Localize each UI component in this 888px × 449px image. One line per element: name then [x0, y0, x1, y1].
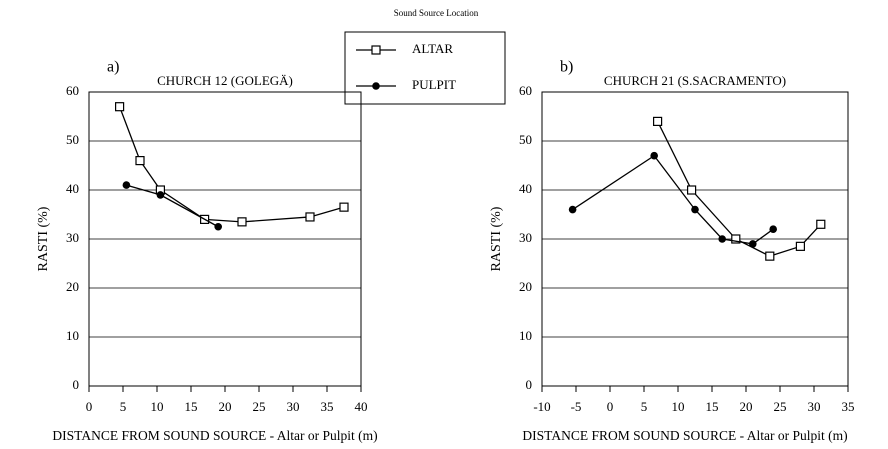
legend-label: PULPIT — [412, 77, 456, 92]
marker — [749, 240, 757, 248]
series-line — [572, 154, 774, 245]
marker — [568, 205, 577, 214]
y-tick-label: 40 — [66, 181, 79, 196]
legend-marker — [372, 82, 380, 90]
x-tick-label: 20 — [219, 399, 232, 414]
x-tick-label: 0 — [86, 399, 93, 414]
marker — [652, 116, 663, 127]
y-tick-label: 20 — [519, 279, 532, 294]
x-tick-label: 5 — [120, 399, 127, 414]
legend-marker — [371, 45, 381, 55]
panel-label: a) — [107, 59, 119, 76]
y-tick-label: 30 — [66, 230, 79, 245]
marker — [795, 241, 806, 251]
marker — [122, 181, 131, 189]
marker — [305, 212, 315, 222]
x-tick-label: 10 — [151, 399, 164, 414]
marker — [765, 251, 775, 261]
chart-title: CHURCH 12 (GOLEGÄ) — [157, 73, 293, 88]
y-tick-label: 0 — [73, 377, 80, 392]
x-tick-label: 25 — [253, 399, 266, 414]
plot-frame — [541, 91, 849, 387]
y-axis-label: RASTI (%) — [36, 206, 51, 271]
x-tick-label: 20 — [740, 399, 753, 414]
y-tick-label: 10 — [519, 328, 532, 343]
marker — [769, 225, 777, 233]
series-line — [118, 106, 345, 223]
marker — [135, 156, 145, 166]
y-axis-label: RASTI (%) — [489, 206, 504, 271]
legend-title: Sound Source Location — [394, 8, 479, 18]
y-tick-label: 60 — [519, 83, 532, 98]
panel-label: b) — [560, 59, 573, 76]
legend-label: ALTAR — [412, 41, 453, 56]
marker — [650, 151, 658, 160]
marker — [718, 235, 726, 243]
plot-frame — [88, 91, 362, 387]
y-tick-label: 0 — [526, 377, 533, 392]
marker — [339, 202, 349, 212]
marker — [816, 219, 826, 229]
y-tick-label: 40 — [519, 181, 532, 196]
x-tick-label: 35 — [321, 399, 334, 414]
y-tick-label: 30 — [519, 230, 532, 245]
marker — [114, 102, 125, 112]
x-tick-label: 25 — [774, 399, 787, 414]
x-tick-label: 15 — [706, 399, 719, 414]
marker — [686, 185, 697, 195]
y-tick-label: 60 — [66, 83, 79, 98]
x-axis-label: DISTANCE FROM SOUND SOURCE - Altar or Pu… — [522, 428, 847, 443]
y-tick-label: 50 — [66, 132, 79, 147]
marker — [237, 217, 247, 227]
x-tick-label: 5 — [641, 399, 648, 414]
y-tick-label: 10 — [66, 328, 79, 343]
marker — [156, 191, 165, 199]
x-tick-label: 40 — [355, 399, 368, 414]
x-tick-label: 10 — [672, 399, 685, 414]
x-tick-label: 0 — [607, 399, 614, 414]
y-tick-label: 20 — [66, 279, 79, 294]
x-tick-label: 35 — [842, 399, 855, 414]
chart-title: CHURCH 21 (S.SACRAMENTO) — [604, 73, 786, 88]
x-tick-label: -10 — [533, 399, 550, 414]
x-tick-label: 30 — [808, 399, 821, 414]
marker — [731, 234, 741, 244]
legend-box — [344, 31, 506, 105]
x-tick-label: 30 — [287, 399, 300, 414]
marker — [214, 222, 222, 231]
marker — [691, 205, 699, 214]
y-tick-label: 50 — [519, 132, 532, 147]
x-axis-label: DISTANCE FROM SOUND SOURCE - Altar or Pu… — [52, 428, 377, 443]
x-tick-label: 15 — [185, 399, 198, 414]
x-tick-label: -5 — [571, 399, 582, 414]
